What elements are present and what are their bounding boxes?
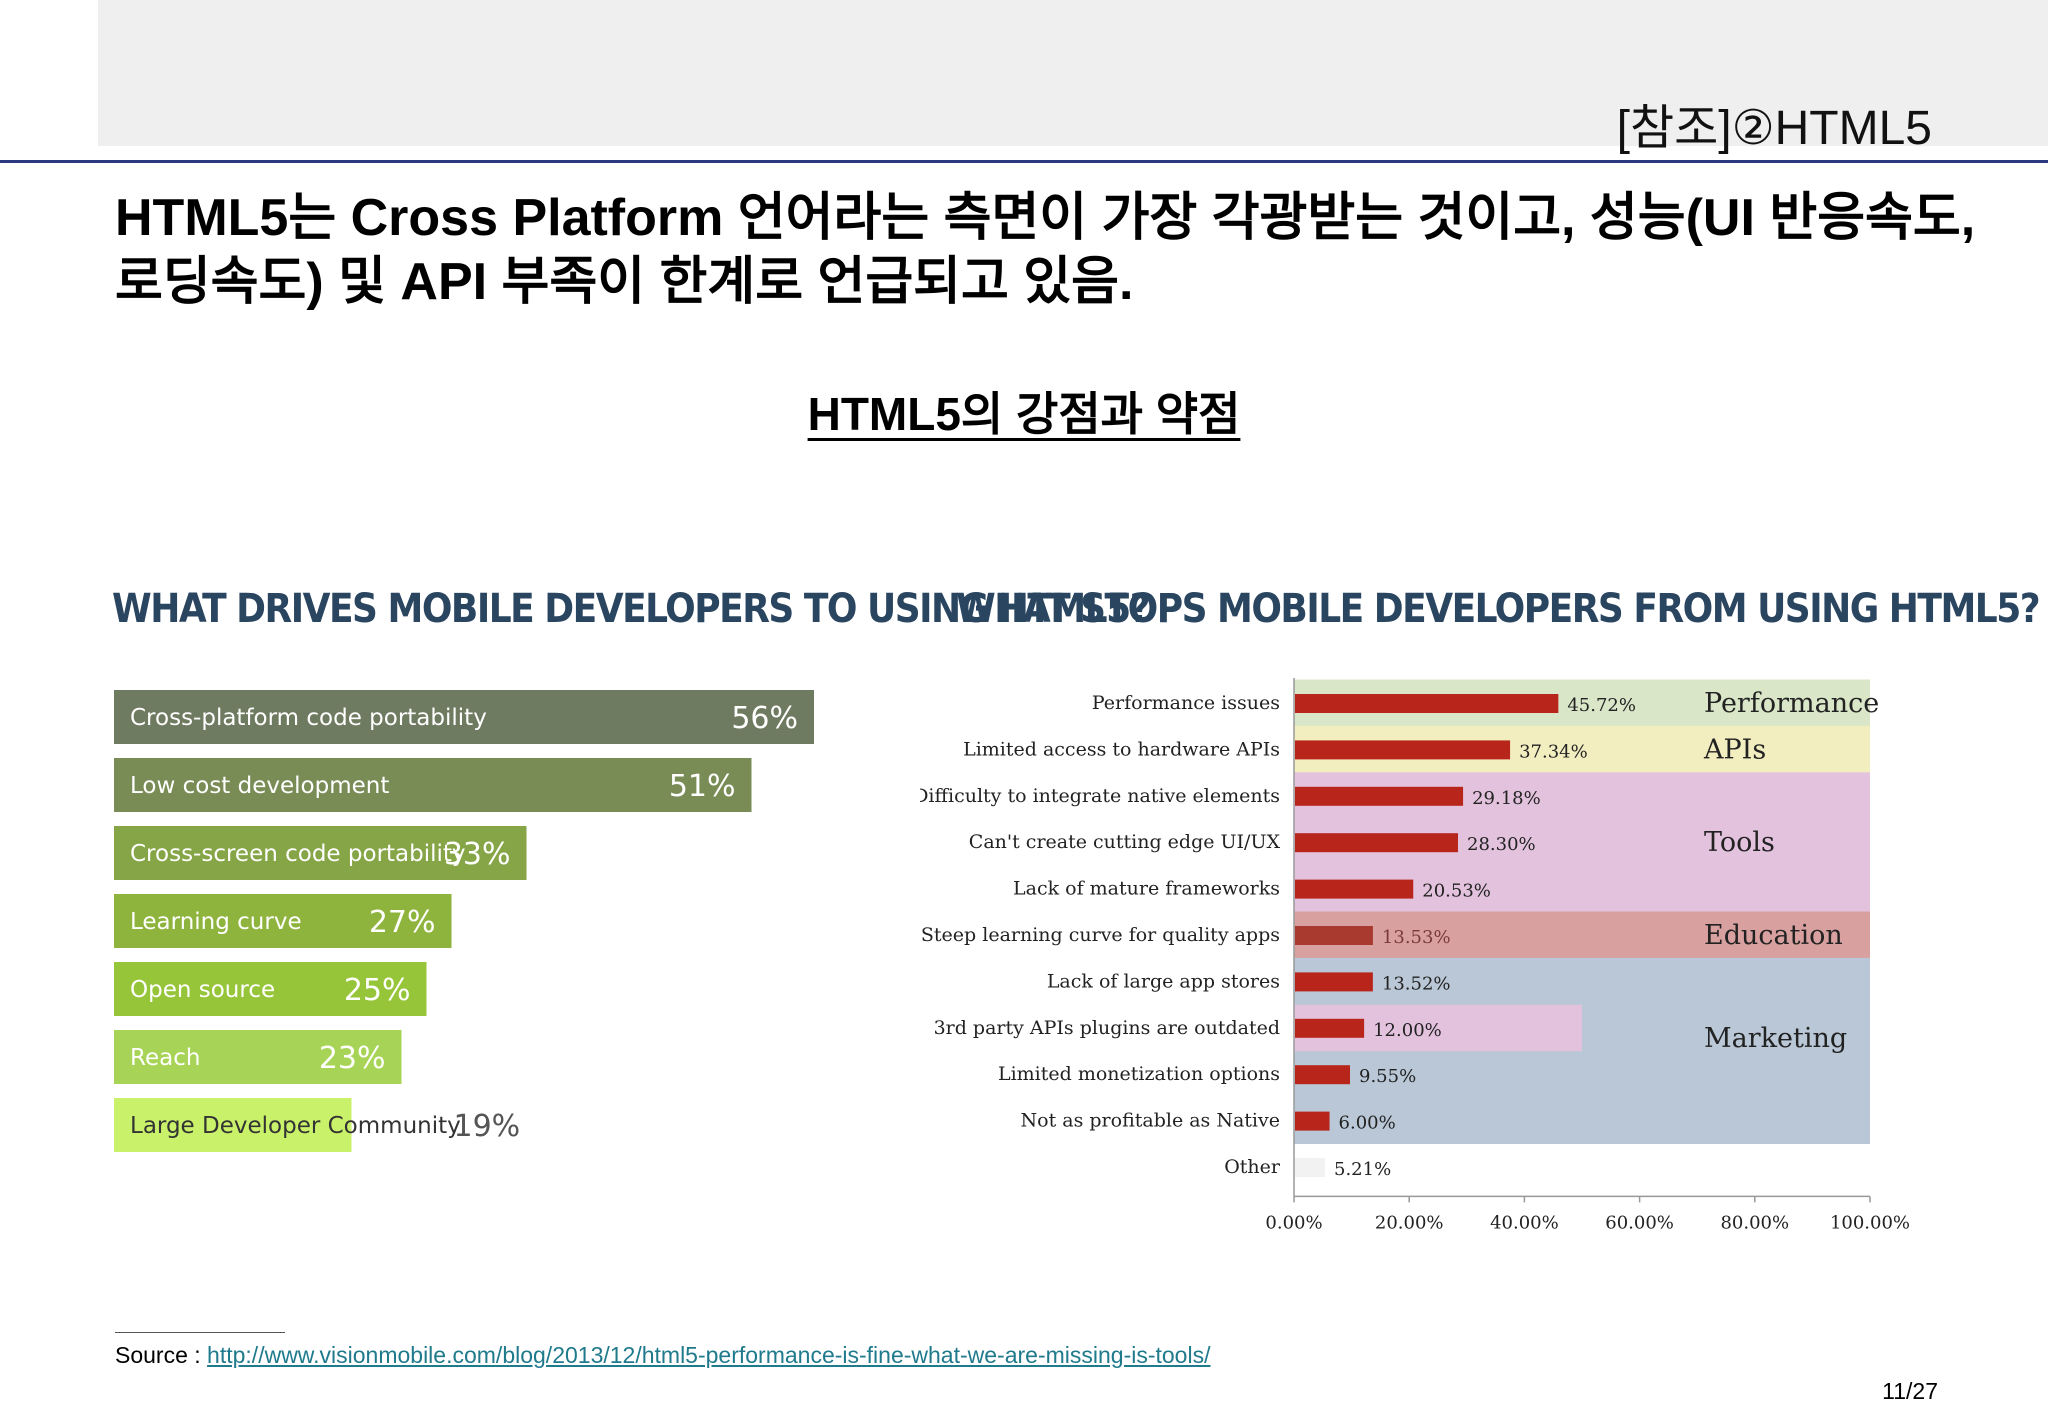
- bar: [114, 758, 752, 812]
- bar-value-label: 28.30%: [1467, 834, 1536, 855]
- band-label: APIs: [1703, 734, 1766, 765]
- bar: [114, 826, 527, 880]
- bar: [1295, 972, 1373, 992]
- bar-category-label: Not as profitable as Native: [1021, 1110, 1280, 1132]
- header-bar: [98, 0, 2048, 146]
- bar: [114, 962, 427, 1016]
- bar-category-label: Low cost development: [130, 773, 389, 799]
- section-label: [참조]②HTML5: [1616, 102, 1932, 155]
- band-label: Marketing: [1704, 1023, 1847, 1054]
- source-prefix: Source :: [115, 1342, 208, 1368]
- bar: [1295, 694, 1559, 713]
- bar-value-label: 5.21%: [1334, 1159, 1391, 1180]
- x-tick-label: 40.00%: [1490, 1212, 1559, 1233]
- bar: [1295, 1111, 1330, 1131]
- bar-category-label: Large Developer Community: [130, 1113, 461, 1139]
- bar-category-label: Performance issues: [1092, 692, 1280, 714]
- bar-category-label: Can't create cutting edge UI/UX: [969, 831, 1281, 853]
- bar-category-label: Lack of large app stores: [1047, 970, 1280, 992]
- bar: [1295, 1018, 1365, 1038]
- bar: [1295, 833, 1459, 853]
- footnote-divider: [115, 1332, 285, 1333]
- bar: [114, 690, 814, 744]
- source-link[interactable]: http://www.visionmobile.com/blog/2013/12…: [207, 1342, 1211, 1368]
- x-tick-label: 100.00%: [1830, 1212, 1910, 1233]
- bar-value-label: 51%: [669, 769, 736, 804]
- bar-value-label: 29.18%: [1472, 788, 1541, 809]
- bar-value-label: 19%: [454, 1109, 521, 1144]
- bar: [1295, 786, 1464, 806]
- bar-value-label: 33%: [444, 837, 511, 872]
- drivers-bar-chart: Cross-platform code portability 56% Low co…: [114, 690, 814, 1152]
- bar-category-label: Cross-screen code portability: [130, 841, 466, 867]
- band-label: Education: [1704, 920, 1843, 951]
- bar-value-label: 13.52%: [1382, 973, 1451, 994]
- bar: [1295, 879, 1414, 899]
- bar: [1295, 1158, 1326, 1177]
- bar-value-label: 25%: [344, 973, 411, 1008]
- subtitle-text: HTML5의 강점과 약점: [807, 388, 1241, 440]
- bar: [114, 1030, 402, 1084]
- right-chart-title: WHAT STOPS MOBILE DEVELOPERS FROM USING …: [956, 586, 2041, 632]
- bar-category-label: Lack of mature frameworks: [1013, 878, 1280, 900]
- bar-category-label: Cross-platform code portability: [130, 705, 487, 731]
- header-divider: [0, 160, 2048, 163]
- bar-value-label: 27%: [369, 905, 436, 940]
- bar-category-label: Steep learning curve for quality apps: [921, 924, 1280, 946]
- bar-category-label: Limited access to hardware APIs: [963, 738, 1280, 760]
- bar-value-label: 37.34%: [1519, 741, 1588, 762]
- bar-category-label: Learning curve: [130, 909, 302, 935]
- bar-value-label: 45.72%: [1567, 695, 1636, 716]
- bar-value-label: 23%: [319, 1041, 386, 1076]
- bar: [114, 1098, 352, 1152]
- band-label: Performance: [1704, 688, 1879, 719]
- bar-category-label: Other: [1224, 1156, 1281, 1178]
- page-number: 11/27: [1882, 1378, 1938, 1404]
- bar-value-label: 56%: [731, 701, 798, 736]
- bar-category-label: 3rd party APIs plugins are outdated: [934, 1017, 1280, 1039]
- bar-value-label: 20.53%: [1422, 881, 1491, 902]
- source-note: Source : http://www.visionmobile.com/blo…: [115, 1342, 1210, 1369]
- bar-category-label: Limited monetization options: [998, 1063, 1280, 1085]
- x-tick-label: 20.00%: [1375, 1212, 1444, 1233]
- bar-category-label: Open source: [130, 977, 275, 1003]
- bar-value-label: 12.00%: [1373, 1020, 1442, 1041]
- bar-value-label: 9.55%: [1359, 1066, 1416, 1087]
- category-band: [1294, 911, 1870, 959]
- bar-value-label: 13.53%: [1382, 927, 1451, 948]
- blockers-bar-chart: Performance APIs Tools Education Marketing Pe…: [920, 678, 1910, 1233]
- x-tick-label: 0.00%: [1265, 1212, 1322, 1233]
- headline: HTML5는 Cross Platform 언어라는 측면이 가장 각광받는 것…: [115, 189, 1976, 311]
- bar: [1295, 1065, 1351, 1085]
- bar: [1295, 740, 1511, 760]
- x-tick-label: 60.00%: [1605, 1212, 1674, 1233]
- left-chart-title: WHAT DRIVES MOBILE DEVELOPERS TO USING H…: [112, 586, 1151, 632]
- bar: [1295, 926, 1373, 945]
- subtitle: HTML5의 강점과 약점: [0, 378, 2048, 444]
- bar: [114, 894, 452, 948]
- bar-category-label: Reach: [130, 1045, 200, 1071]
- band-label: Tools: [1704, 827, 1775, 858]
- bar-category-label: Difficulty to integrate native elements: [920, 785, 1280, 807]
- bar-value-label: 6.00%: [1339, 1113, 1396, 1134]
- x-tick-label: 80.00%: [1720, 1212, 1789, 1233]
